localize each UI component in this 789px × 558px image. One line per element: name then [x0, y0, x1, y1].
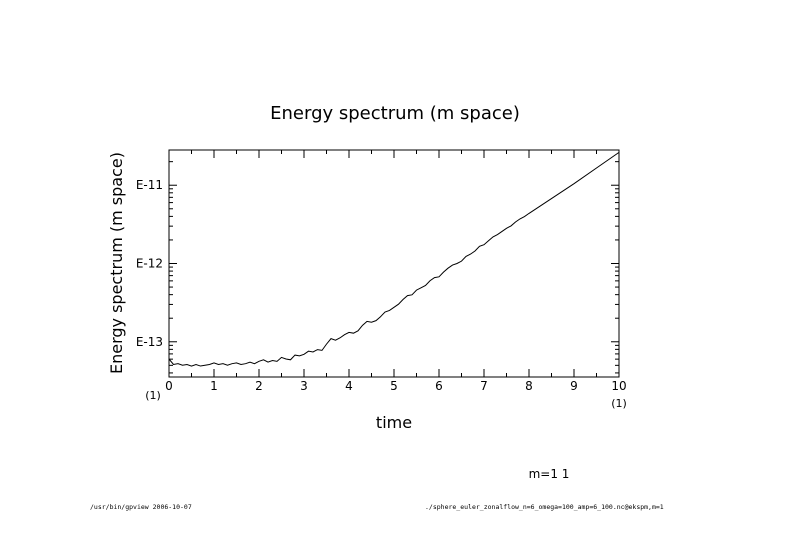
- chart-title: Energy spectrum (m space): [270, 103, 520, 124]
- x-tick-label: 9: [570, 379, 578, 393]
- x-axis-ticks: 0 1 2 3 4 5 6 7 8 9 10: [165, 150, 627, 393]
- x-tick-label: 8: [525, 379, 533, 393]
- y-tick-label: E-12: [136, 257, 163, 271]
- x-axis-label: time: [376, 413, 412, 432]
- x-tick-label: 4: [345, 379, 353, 393]
- y-tick-label: E-11: [136, 178, 163, 192]
- footer-right: ./sphere_euler_zonalflow_n=6_omega=100_a…: [425, 503, 664, 511]
- x-tick-label: 10: [611, 379, 626, 393]
- x-tick-label: 7: [480, 379, 488, 393]
- x-scale-right: (1): [611, 397, 627, 410]
- x-scale-left: (1): [145, 389, 161, 402]
- x-tick-label: 2: [255, 379, 263, 393]
- x-tick-label: 0: [165, 379, 173, 393]
- y-tick-label: E-13: [136, 335, 163, 349]
- y-axis-ticks: E-13 E-12 E-11: [136, 161, 619, 374]
- energy-series-line: [168, 151, 620, 367]
- x-tick-label: 6: [435, 379, 443, 393]
- x-tick-label: 5: [390, 379, 398, 393]
- y-axis-label: Energy spectrum (m space): [107, 152, 126, 374]
- x-tick-label: 3: [300, 379, 308, 393]
- footer-left: /usr/bin/gpview 2006-10-07: [90, 503, 192, 511]
- x-tick-label: 1: [210, 379, 218, 393]
- mode-label: m=1 1: [529, 467, 570, 481]
- plot-frame: [168, 149, 620, 378]
